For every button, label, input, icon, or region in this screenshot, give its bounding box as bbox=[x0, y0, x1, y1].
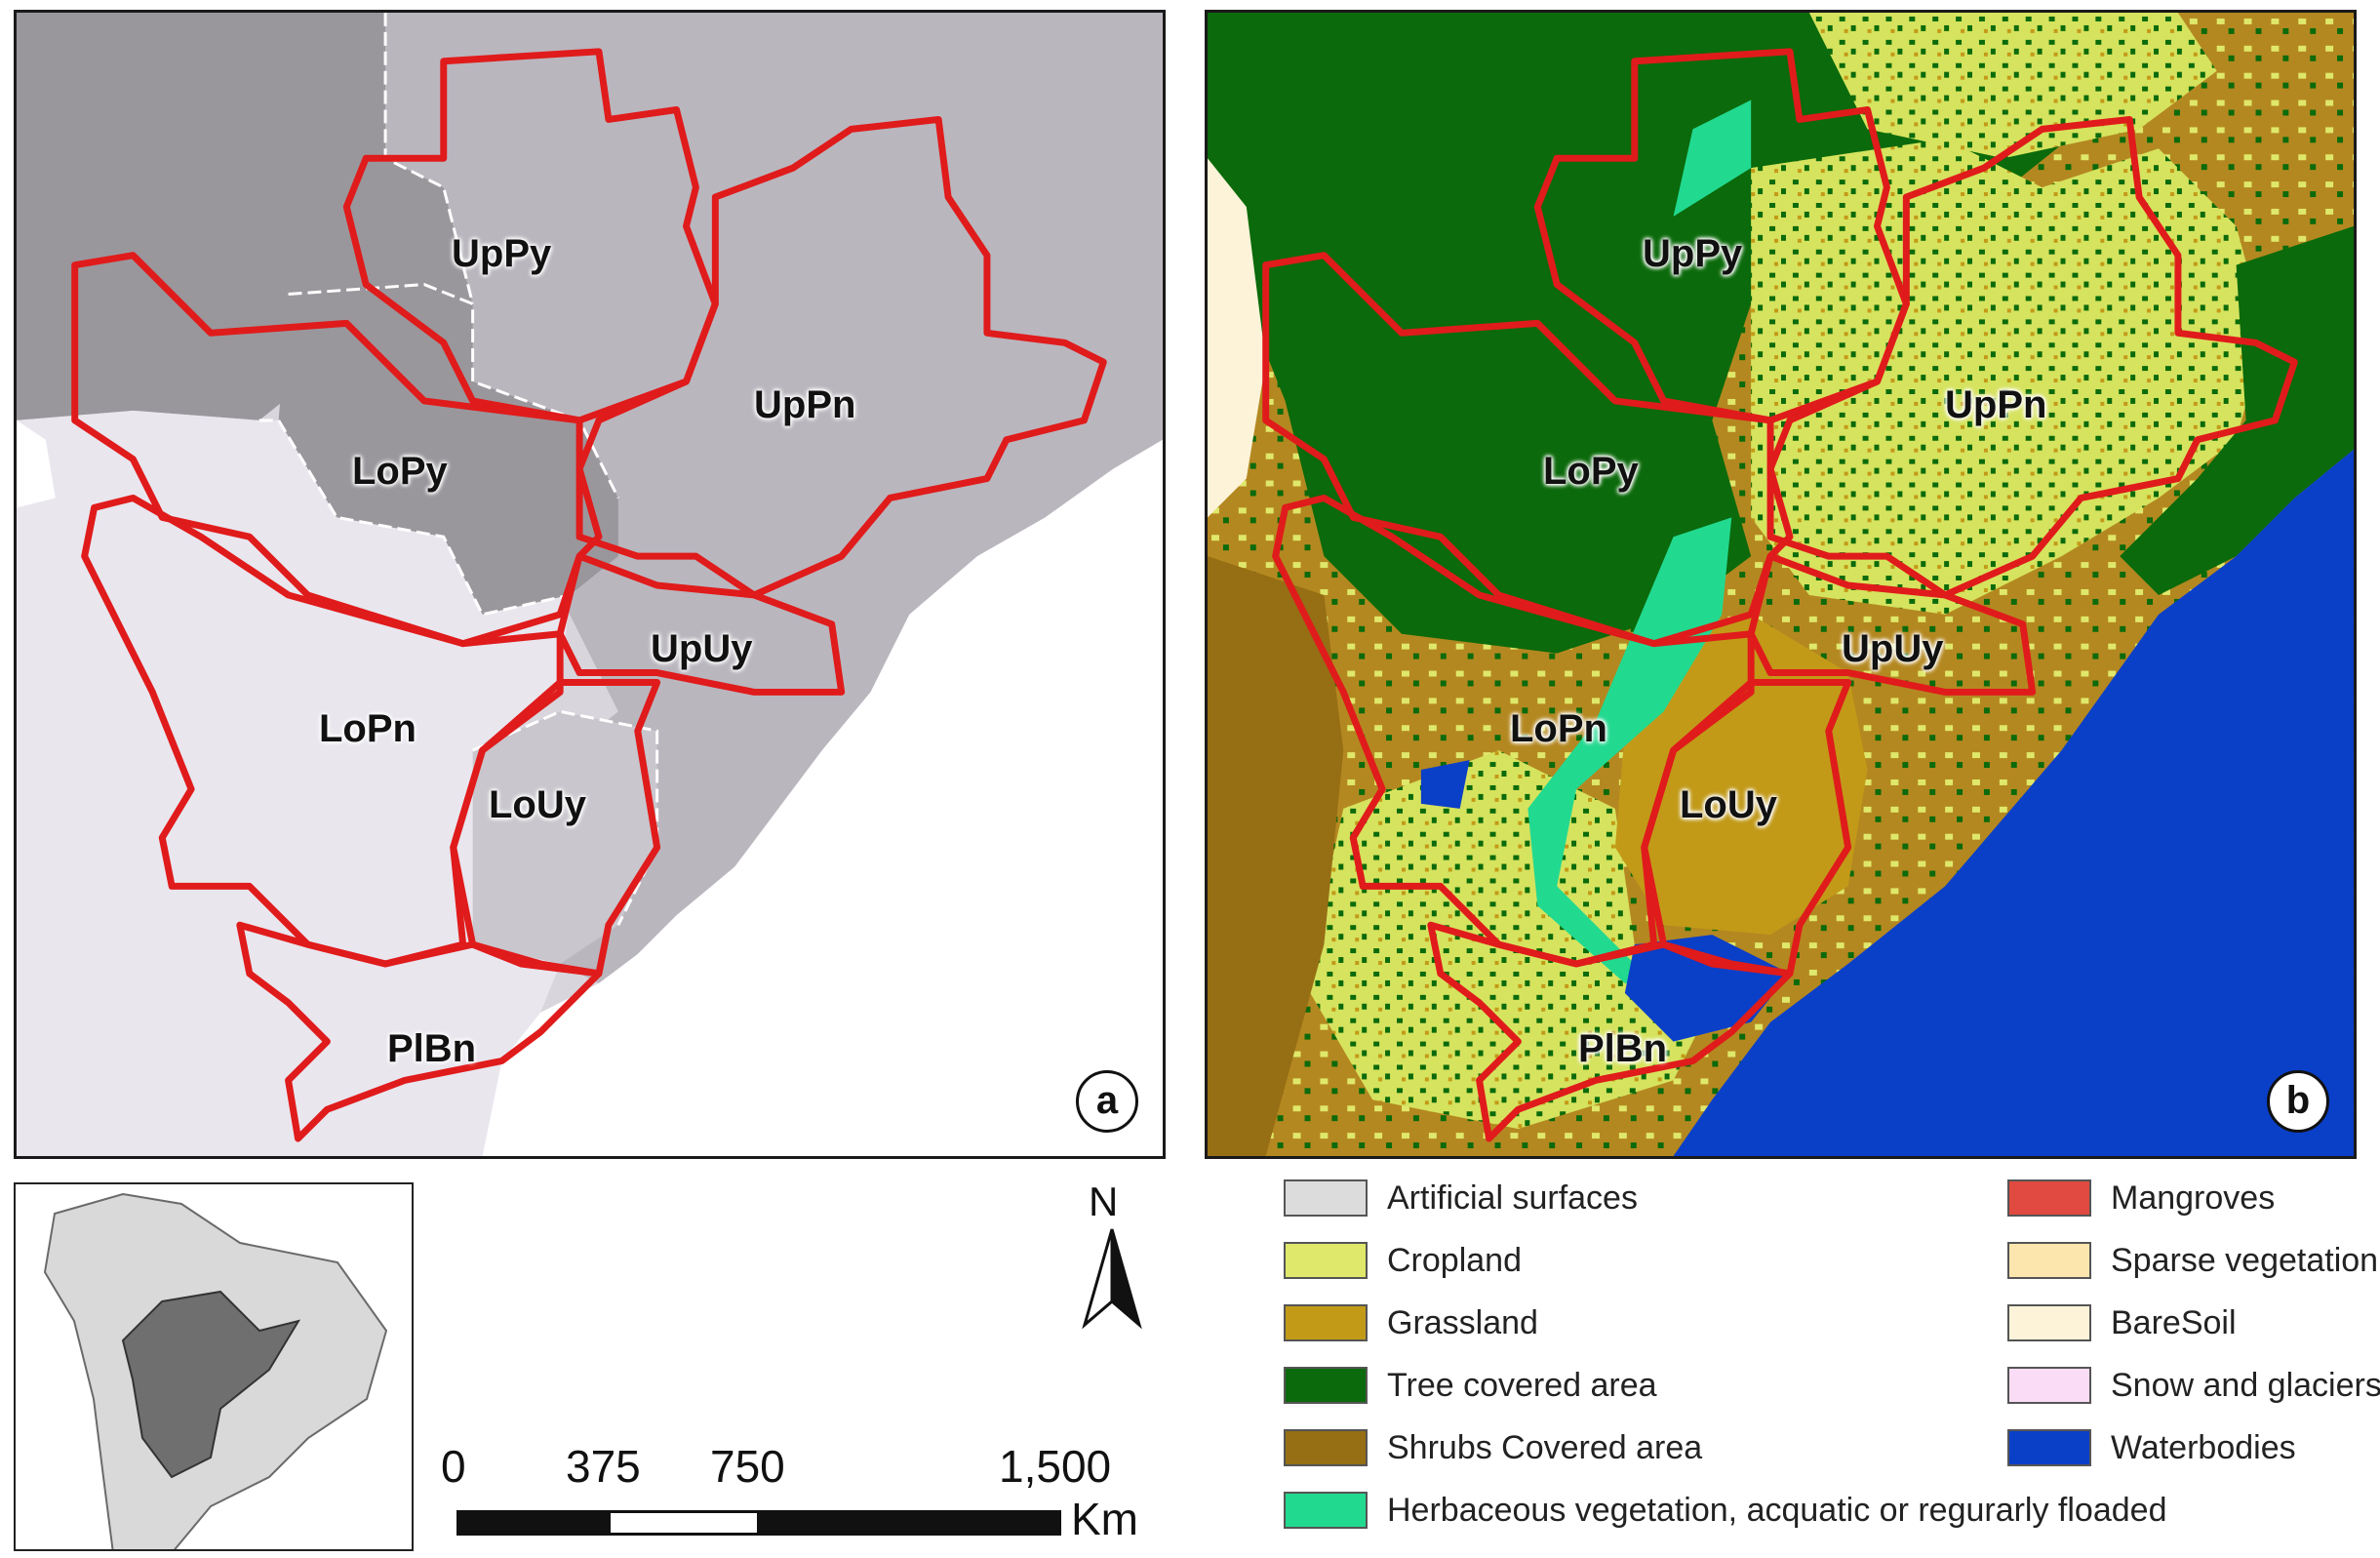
panel-b-map bbox=[1208, 13, 2354, 1156]
region-label-louy: LoUy bbox=[489, 783, 586, 826]
cropland-east bbox=[1751, 139, 2266, 615]
legend-swatch bbox=[2007, 1242, 2091, 1279]
map-panel-a: UpPy UpPn LoPy UpUy LoPn LoUy PlBn a bbox=[14, 10, 1166, 1159]
legend-label: Tree covered area bbox=[1387, 1366, 1657, 1404]
cropland-pampas bbox=[1304, 750, 1713, 1130]
legend-item-cropland: Cropland bbox=[1284, 1241, 1522, 1280]
bare-west bbox=[1208, 158, 1266, 518]
scale-tick-375: 375 bbox=[566, 1441, 641, 1492]
north-arrow-icon bbox=[1082, 1228, 1142, 1330]
lagoon bbox=[1420, 760, 1470, 809]
legend-item-snow: Snow and glaciers bbox=[2007, 1366, 2380, 1405]
region-label-plbn: PlBn bbox=[387, 1027, 477, 1070]
legend-swatch bbox=[1284, 1367, 1368, 1404]
map-panel-b: UpPy UpPn LoPy UpUy LoPn LoUy PlBn b bbox=[1205, 10, 2357, 1159]
region-label-upuy: UpUy bbox=[651, 627, 753, 670]
legend-item-herbaceous: Herbaceous vegetation, acquatic or regur… bbox=[1284, 1491, 2166, 1530]
region-label-uppn-b: UpPn bbox=[1945, 383, 2047, 426]
panel-badge-a: a bbox=[1076, 1070, 1138, 1133]
country-argentina bbox=[17, 410, 571, 1156]
legend-swatch bbox=[1284, 1242, 1368, 1279]
legend-swatch bbox=[1284, 1429, 1368, 1466]
region-label-plbn-b: PlBn bbox=[1578, 1027, 1668, 1070]
region-label-lopy-b: LoPy bbox=[1543, 450, 1639, 493]
ocean bbox=[482, 439, 1163, 1156]
legend-label: Sparse vegetation bbox=[2111, 1241, 2379, 1279]
panel-a-map bbox=[17, 13, 1163, 1156]
country-brazil bbox=[385, 13, 1163, 983]
legend-swatch bbox=[2007, 1179, 2091, 1217]
grassland-uruguay bbox=[1614, 614, 1868, 936]
region-label-louy-b: LoUy bbox=[1680, 783, 1777, 826]
region-label-uppn: UpPn bbox=[754, 383, 856, 426]
region-label-lopn-b: LoPn bbox=[1510, 707, 1607, 750]
panel-badge-b: b bbox=[2267, 1070, 2329, 1133]
legend-swatch bbox=[2007, 1429, 2091, 1466]
basin-highlight bbox=[121, 1290, 301, 1479]
south-america-outline bbox=[43, 1192, 388, 1549]
legend-swatch bbox=[2007, 1367, 2091, 1404]
scale-bar bbox=[456, 1510, 1061, 1536]
legend-swatch bbox=[1284, 1304, 1368, 1341]
legend-item-grassland: Grassland bbox=[1284, 1303, 1538, 1342]
region-label-uppy-b: UpPy bbox=[1643, 232, 1743, 275]
region-label-upuy-b: UpUy bbox=[1842, 627, 1944, 670]
legend-item-artificial: Artificial surfaces bbox=[1284, 1178, 1638, 1218]
herbaceous-north bbox=[1673, 100, 1752, 217]
legend-swatch bbox=[2007, 1304, 2091, 1341]
legend-item-tree: Tree covered area bbox=[1284, 1366, 1657, 1405]
country-uruguay bbox=[472, 711, 657, 965]
north-arrow-label: N bbox=[1089, 1178, 1119, 1224]
legend-swatch bbox=[1284, 1492, 1368, 1529]
scale-tick-750: 750 bbox=[710, 1441, 785, 1492]
chile-white bbox=[17, 419, 56, 508]
scale-tick-1500: 1,500 bbox=[999, 1441, 1112, 1492]
region-label-uppy: UpPy bbox=[452, 232, 552, 275]
ocean-b bbox=[1673, 449, 2354, 1156]
legend-label: Snow and glaciers bbox=[2111, 1366, 2380, 1404]
legend-item-baresoil: BareSoil bbox=[2007, 1303, 2237, 1342]
basin-outlines-b bbox=[1262, 48, 2298, 1142]
scale-unit: Km bbox=[1071, 1494, 1138, 1544]
region-label-lopy: LoPy bbox=[352, 450, 448, 493]
legend-label: Cropland bbox=[1387, 1241, 1522, 1279]
legend-label: Mangroves bbox=[2111, 1178, 2276, 1217]
legend-item-mangroves: Mangroves bbox=[2007, 1178, 2275, 1218]
country-paraguay bbox=[278, 284, 618, 615]
shrubs-west bbox=[1208, 556, 1344, 1156]
scale-tick-0: 0 bbox=[441, 1441, 466, 1492]
scale-bar-segment bbox=[611, 1513, 757, 1533]
legend-item-waterbodies: Waterbodies bbox=[2007, 1428, 2296, 1467]
legend-swatch bbox=[1284, 1179, 1368, 1217]
legend-item-sparse: Sparse vegetation bbox=[2007, 1241, 2378, 1280]
inset-locator-map bbox=[14, 1182, 414, 1551]
region-label-lopn: LoPn bbox=[319, 707, 416, 750]
basin-outlines bbox=[71, 48, 1107, 1142]
legend-item-shrubs: Shrubs Covered area bbox=[1284, 1428, 1702, 1467]
legend-label: Shrubs Covered area bbox=[1387, 1428, 1703, 1466]
legend-label: BareSoil bbox=[2111, 1303, 2237, 1341]
legend-label: Grassland bbox=[1387, 1303, 1538, 1341]
forest-coast bbox=[2120, 225, 2354, 595]
legend-label: Herbaceous vegetation, acquatic or regur… bbox=[1387, 1491, 2167, 1529]
legend-label: Waterbodies bbox=[2111, 1428, 2296, 1466]
legend-label: Artificial surfaces bbox=[1387, 1178, 1638, 1217]
